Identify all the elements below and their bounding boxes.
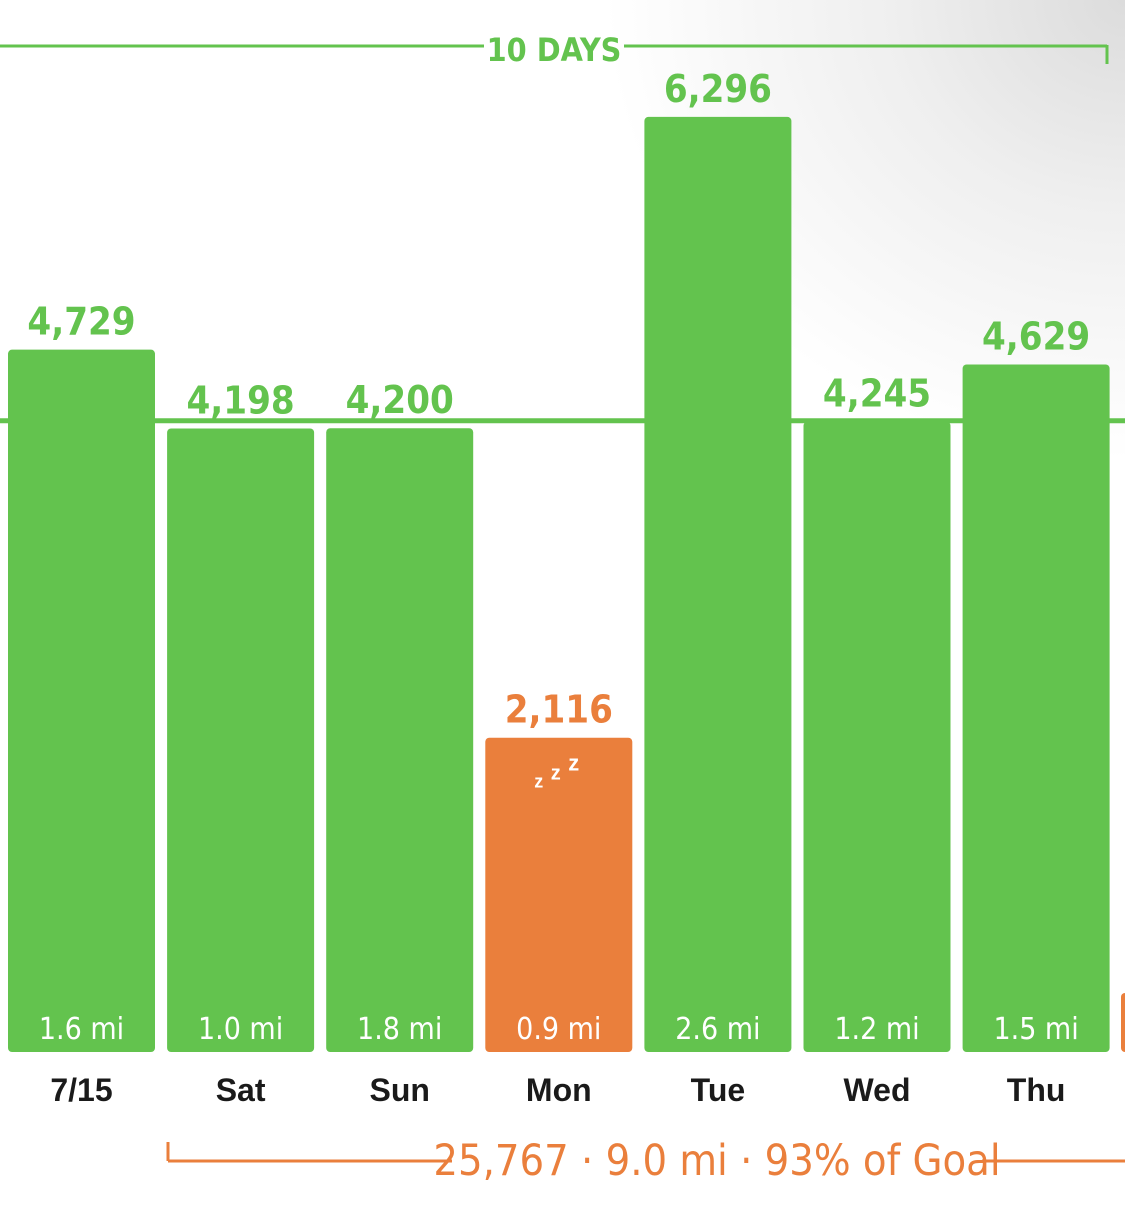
bar[interactable] bbox=[8, 349, 155, 1052]
bar-value-label: 2,116 bbox=[505, 688, 613, 732]
bar[interactable] bbox=[167, 428, 315, 1052]
bar-distance-label: 1.2 mi bbox=[834, 1012, 919, 1047]
svg-text:z: z bbox=[534, 772, 543, 792]
bar[interactable] bbox=[485, 737, 633, 1052]
bar-distance-label: 1.5 mi bbox=[993, 1012, 1078, 1047]
bar[interactable] bbox=[326, 428, 474, 1052]
category-label: 7/15 bbox=[50, 1072, 112, 1108]
bar-value-label: 4,200 bbox=[346, 378, 454, 422]
category-label: Wed bbox=[844, 1072, 911, 1108]
range-bracket: 10 DAYS bbox=[0, 31, 1109, 69]
category-label: Thu bbox=[1007, 1072, 1066, 1108]
bars-group: 4,729 1.6 mi 7/15 4,198 1.0 mi Sat 4,200 1.8 mi… bbox=[8, 67, 1110, 1108]
bar-value-label: 4,198 bbox=[187, 379, 295, 423]
svg-text:z: z bbox=[551, 763, 561, 785]
svg-text:z: z bbox=[568, 751, 579, 776]
bar-distance-label: 1.8 mi bbox=[357, 1012, 442, 1047]
bar-distance-label: 2.6 mi bbox=[675, 1012, 760, 1047]
bar-value-label: 6,296 bbox=[664, 67, 772, 111]
category-label: Sun bbox=[369, 1072, 429, 1108]
bar[interactable] bbox=[803, 421, 951, 1052]
bar-distance-label: 1.0 mi bbox=[198, 1012, 283, 1047]
summary-text: 25,767 · 9.0 mi · 93% of Goal bbox=[433, 1136, 1000, 1186]
bar[interactable] bbox=[644, 116, 792, 1052]
bar-value-label: 4,729 bbox=[27, 300, 135, 344]
category-label: Mon bbox=[526, 1072, 592, 1108]
bar-value-label: 4,245 bbox=[823, 372, 931, 416]
bar[interactable] bbox=[962, 364, 1110, 1052]
category-label: Sat bbox=[216, 1072, 266, 1108]
category-label: Tue bbox=[691, 1072, 746, 1108]
partial-next-bar[interactable] bbox=[1121, 993, 1125, 1052]
bar-distance-label: 1.6 mi bbox=[39, 1012, 124, 1047]
bar-distance-label: 0.9 mi bbox=[516, 1012, 601, 1047]
summary-bracket: 25,767 · 9.0 mi · 93% of Goal bbox=[166, 1136, 1125, 1186]
bar-value-label: 4,629 bbox=[982, 315, 1090, 359]
range-label: 10 DAYS bbox=[487, 31, 622, 69]
